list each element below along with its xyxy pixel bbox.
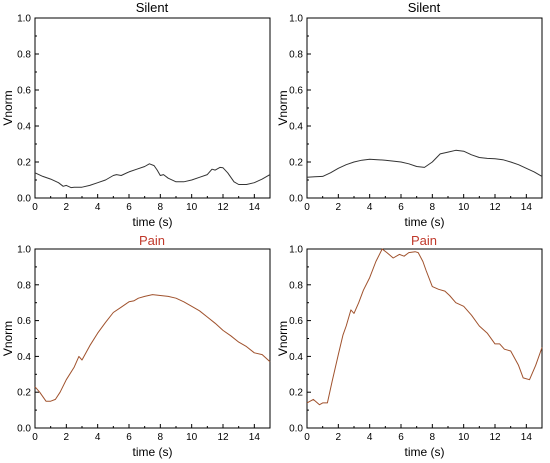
plot-frame	[306, 17, 543, 199]
panel-silent-right: 0 2 4 6 8 10 12 14 0.0 0.2 0.4 0.6 0.8 1.0 time (s) Vno…	[275, 0, 550, 231]
x-tick-label: 6	[398, 202, 404, 213]
x-tick-label: 4	[367, 202, 373, 213]
chart-svg: 0 2 4 6 8 10 12 14 0.0 0.2 0.4 0.6 0.8 1.0 time (s) Vno…	[276, 14, 543, 229]
x-tick-label: 2	[336, 202, 342, 213]
x-tick-label: 4	[367, 432, 373, 443]
panel-title: Silent	[407, 0, 441, 15]
x-tick-label: 12	[217, 432, 229, 443]
y-tick-label: 0.8	[289, 50, 303, 61]
series-line	[306, 248, 543, 406]
plot-frame	[34, 17, 271, 199]
x-tick-label: 2	[64, 432, 70, 443]
x-tick-label: 6	[126, 432, 132, 443]
panel-title: Pain	[410, 233, 438, 248]
y-tick-label: 0.8	[289, 280, 303, 291]
x-axis-label: time (s)	[133, 215, 173, 229]
y-tick-label: 0.0	[289, 424, 303, 435]
x-tick-label: 6	[126, 202, 132, 213]
x-tick-label: 0	[304, 432, 310, 443]
x-axis-label: time (s)	[133, 445, 173, 459]
x-tick-label: 10	[186, 432, 198, 443]
y-tick-label: 1.0	[289, 245, 303, 256]
y-tick-label: 0.4	[289, 122, 303, 133]
x-tick-label: 8	[158, 202, 164, 213]
y-tick-label: 0.2	[289, 388, 303, 399]
series-line	[306, 149, 543, 178]
panel-pain-right: 0 2 4 6 8 10 12 14 0.0 0.2 0.4 0.6 0.8 1.0 time (s) Vno…	[275, 231, 550, 463]
x-tick-label: 14	[249, 202, 261, 213]
x-tick-label: 12	[489, 202, 501, 213]
x-tick-label: 2	[336, 432, 342, 443]
y-tick-label: 0.4	[17, 352, 31, 363]
x-tick-label: 14	[521, 432, 533, 443]
y-tick-label: 0.6	[289, 86, 303, 97]
y-tick-label: 0.6	[289, 316, 303, 327]
x-tick-label: 12	[489, 432, 501, 443]
y-axis-label: Vnorm	[276, 321, 290, 356]
series-line	[34, 163, 271, 189]
y-tick-label: 0.6	[17, 316, 31, 327]
x-tick-label: 8	[430, 202, 436, 213]
chart-svg: 0 2 4 6 8 10 12 14 0.0 0.2 0.4 0.6 0.8 1.0 time (s) Vno…	[276, 245, 543, 459]
panel-title: Pain	[138, 233, 166, 248]
y-axis-label: Vnorm	[276, 90, 290, 125]
y-tick-label: 0.0	[17, 424, 31, 435]
x-tick-label: 4	[95, 432, 101, 443]
y-tick-label: 0.2	[17, 388, 31, 399]
y-tick-label: 0.6	[17, 86, 31, 97]
chart-svg: 0 2 4 6 8 10 12 14 0.0 0.2 0.4 0.6 0.8 1.0 time (s) Vno…	[1, 245, 271, 459]
x-tick-label: 10	[186, 202, 198, 213]
y-tick-label: 1.0	[17, 245, 31, 256]
x-tick-label: 0	[32, 432, 38, 443]
x-tick-label: 8	[430, 432, 436, 443]
x-tick-label: 4	[95, 202, 101, 213]
x-tick-label: 12	[217, 202, 229, 213]
y-tick-label: 0.4	[17, 122, 31, 133]
y-tick-label: 0.8	[17, 280, 31, 291]
y-axis-label: Vnorm	[1, 321, 15, 356]
panel-title: Silent	[135, 0, 169, 15]
x-tick-label: 0	[304, 202, 310, 213]
x-tick-label: 8	[158, 432, 164, 443]
x-tick-label: 0	[32, 202, 38, 213]
x-axis-label: time (s)	[405, 215, 445, 229]
y-tick-label: 0.0	[17, 194, 31, 205]
x-tick-label: 2	[64, 202, 70, 213]
x-axis-label: time (s)	[405, 445, 445, 459]
chart-svg: 0 2 4 6 8 10 12 14 0.0 0.2 0.4 0.6 0.8 1.0 time (s) Vno…	[1, 14, 271, 229]
x-tick-label: 6	[398, 432, 404, 443]
y-axis-label: Vnorm	[1, 90, 15, 125]
y-tick-label: 0.2	[17, 158, 31, 169]
x-tick-label: 10	[458, 202, 470, 213]
y-tick-label: 1.0	[17, 14, 31, 25]
series-line	[34, 294, 271, 402]
y-tick-label: 1.0	[289, 14, 303, 25]
y-tick-label: 0.8	[17, 50, 31, 61]
x-tick-label: 14	[521, 202, 533, 213]
x-tick-label: 14	[249, 432, 261, 443]
y-tick-label: 0.2	[289, 158, 303, 169]
y-tick-label: 0.4	[289, 352, 303, 363]
y-tick-label: 0.0	[289, 194, 303, 205]
panel-pain-left: 0 2 4 6 8 10 12 14 0.0 0.2 0.4 0.6 0.8 1.0 time (s) Vno…	[0, 231, 275, 463]
x-tick-label: 10	[458, 432, 470, 443]
panel-silent-left: 0 2 4 6 8 10 12 14 0.0 0.2 0.4 0.6 0.8 1.0 time (s) Vno…	[0, 0, 275, 231]
